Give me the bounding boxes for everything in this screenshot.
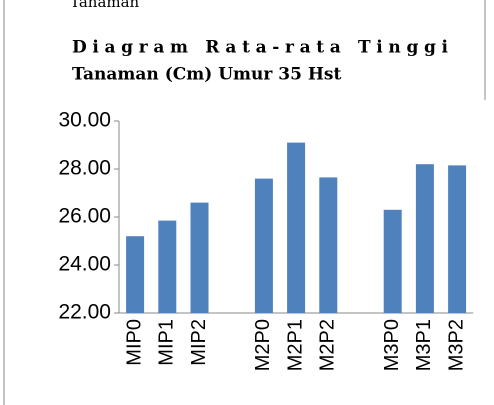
bar [383,209,402,313]
x-tick-label: MIP0 [123,319,145,366]
bar [126,236,145,313]
x-tick-label: M3P2 [445,319,467,371]
x-tick-label: MIP1 [156,319,178,366]
header-text: Tanaman [70,0,140,11]
chart-title: Diagram Rata-rata Tinggi [72,38,449,58]
bar [319,177,338,313]
y-tick-label: 26.00 [58,205,111,228]
y-tick-label: 22.00 [58,301,111,324]
bar [287,142,306,313]
bar [158,220,177,313]
x-tick-label: M2P1 [284,319,306,371]
y-tick-label: 24.00 [58,253,111,276]
bar [254,178,273,313]
x-tick-label: M2P2 [317,319,339,371]
x-tick-label: M2P0 [252,319,274,371]
bar [415,164,434,313]
x-tick-label: M3P1 [413,319,435,371]
y-tick-label: 28.00 [58,157,111,180]
chart-title: Tanaman (Cm) Umur 35 Hst [72,65,341,85]
x-tick-label: M3P0 [381,319,403,371]
bar [448,165,467,313]
y-tick-label: 30.00 [58,109,111,132]
bar [190,202,209,313]
x-tick-label: MIP2 [188,319,210,366]
